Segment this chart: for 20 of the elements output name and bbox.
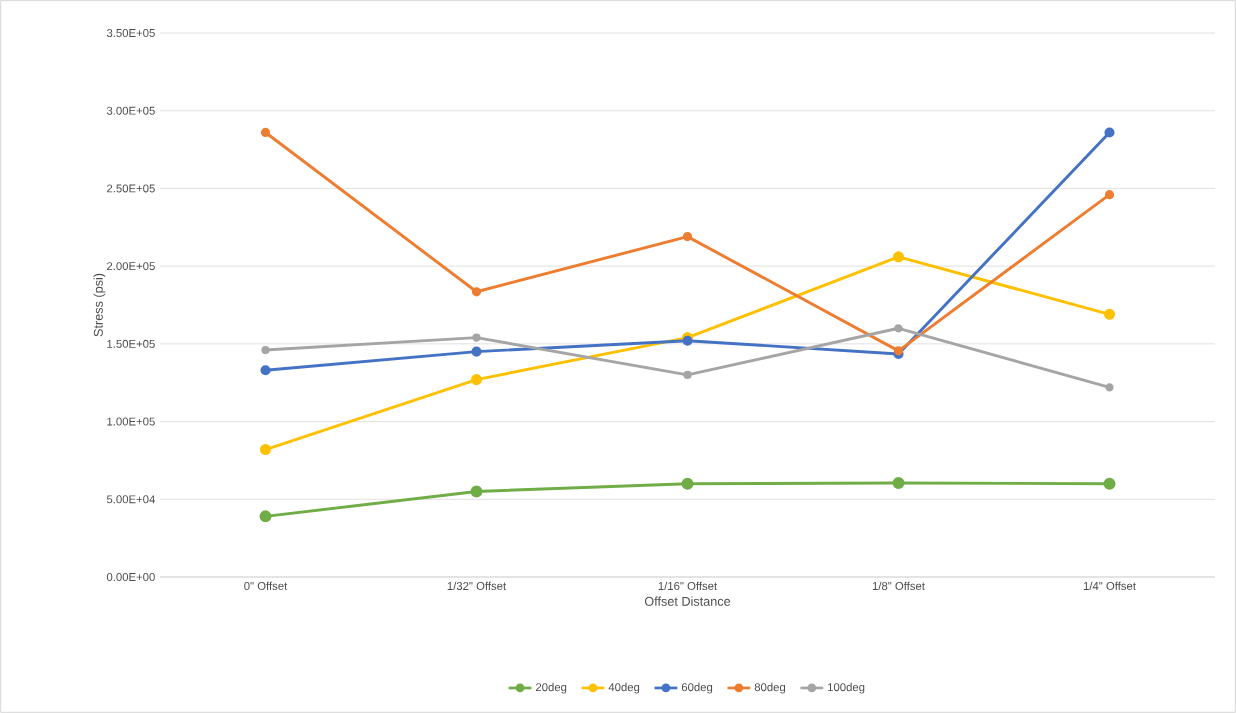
x-tick-label: 1/8" Offset [872, 581, 925, 591]
y-tick-label: 2.50E+05 [107, 184, 155, 193]
legend-label: 100deg [828, 682, 865, 694]
y-tick-label: 0.00E+00 [106, 572, 155, 581]
x-tick-label: 1/4" Offset [1083, 581, 1136, 591]
x-tick-label: 1/16" Offset [658, 581, 718, 591]
legend-label: 40deg [608, 682, 640, 694]
x-axis-title: Offset Distance [644, 596, 731, 606]
x-tick-label: 0" Offset [244, 581, 288, 590]
y-tick-label: 1.00E+05 [107, 417, 155, 426]
x-tick-label: 1/32" Offset [447, 581, 507, 591]
legend-label: 20deg [535, 682, 567, 694]
y-tick-label: 3.00E+05 [106, 106, 155, 115]
y-axis-title: Stress (psi) [93, 273, 106, 337]
y-tick-label: 2.00E+05 [107, 262, 155, 271]
y-tick-label: 5.00E+04 [106, 495, 155, 504]
legend-label: 80deg [754, 682, 786, 694]
y-tick-label: 1.50E+05 [107, 339, 155, 348]
y-tick-label: 3.50E+05 [106, 28, 155, 37]
legend-label: 60deg [681, 682, 713, 694]
